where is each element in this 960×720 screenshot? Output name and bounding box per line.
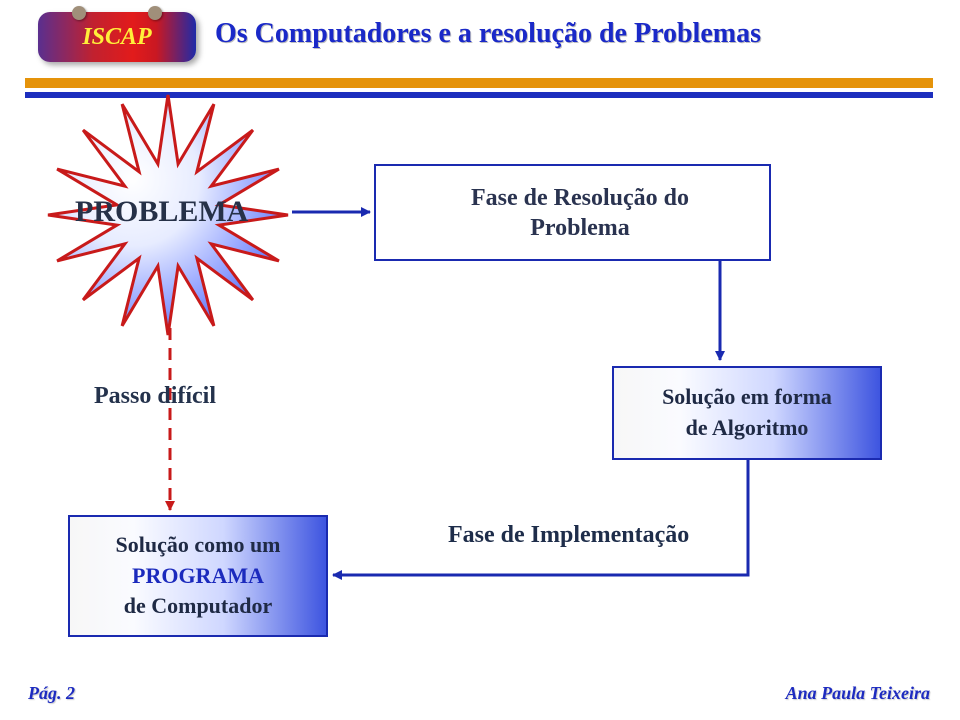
slide-canvas: ISCAP Os Computadores e a resolução de P… (0, 0, 960, 720)
fase-resolucao-line2: Problema (530, 215, 630, 241)
iscap-badge-text: ISCAP (82, 24, 151, 51)
iscap-badge: ISCAP (38, 12, 196, 62)
fase-resolucao-label: Fase de Resolução do Problema (430, 183, 730, 243)
passo-dificil-label: Passo difícil (94, 383, 216, 410)
problema-label: PROBLEMA (75, 195, 248, 229)
page-number: Pág. 2 (28, 683, 75, 704)
fase-resolucao-line1: Fase de Resolução do (471, 185, 689, 211)
solucao-algoritmo-line2: de Algoritmo (686, 413, 809, 444)
author-name: Ana Paula Teixeira (786, 683, 930, 704)
solucao-programa-box: Solução como um PROGRAMA de Computador (68, 515, 328, 637)
solucao-algoritmo-box: Solução em forma de Algoritmo (612, 366, 882, 460)
fase-implementacao-label: Fase de Implementação (448, 522, 768, 549)
arrow-implementacao (333, 460, 748, 575)
solucao-algoritmo-line1: Solução em forma (662, 382, 832, 413)
solucao-programa-line2: PROGRAMA (132, 561, 264, 592)
solucao-programa-line3: de Computador (124, 591, 273, 622)
solucao-programa-line1: Solução como um (116, 530, 281, 561)
